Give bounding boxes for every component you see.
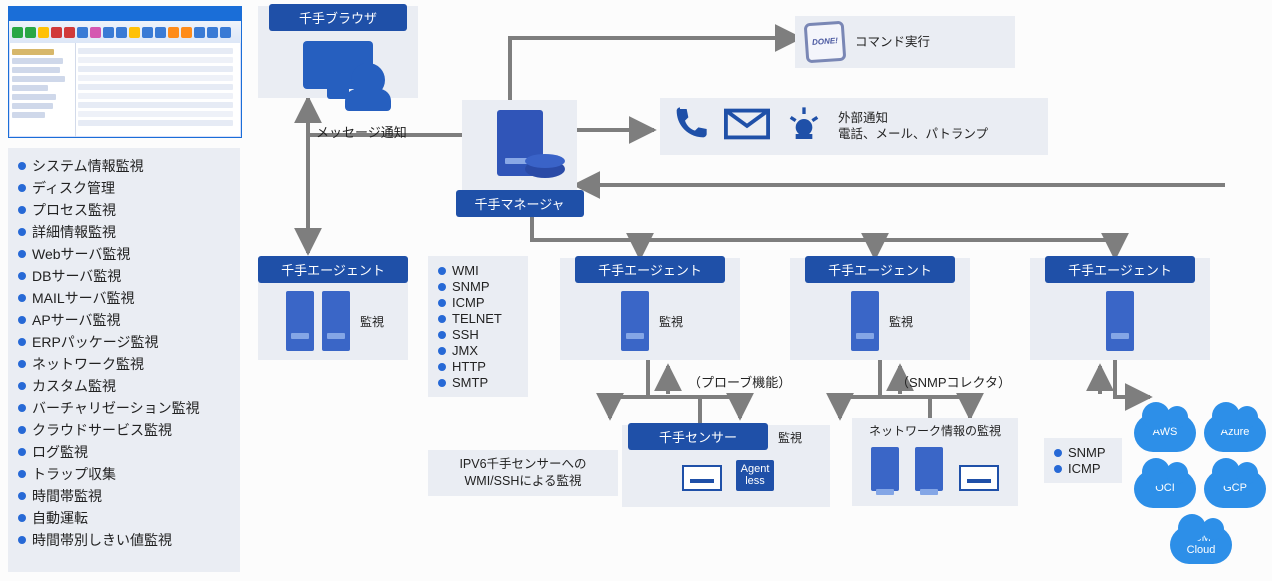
label-network-caption: ネットワーク情報の監視: [852, 418, 1018, 439]
server-icon: [871, 447, 899, 491]
node-agent-1: 千手エージェント 監視: [258, 258, 408, 360]
badge-agentless: Agent less: [736, 460, 775, 491]
note-ipv6: IPV6千手センサーへの WMI/SSHによる監視: [428, 450, 618, 496]
node-agent-3-title: 千手エージェント: [805, 256, 955, 283]
node-network: ネットワーク情報の監視: [852, 418, 1018, 506]
node-agent-2-title: 千手エージェント: [575, 256, 725, 283]
note-ext-notify: 外部通知 電話、メール、パトランプ: [660, 98, 1048, 155]
label-probe: （プローブ機能）: [688, 372, 791, 391]
device-icon: [682, 465, 722, 491]
list-item: ディスク管理: [18, 178, 234, 198]
node-agent-3: 千手エージェント 監視: [790, 258, 970, 360]
label-monitor: 監視: [659, 313, 683, 330]
label-snmp-collector: （SNMPコレクタ）: [896, 372, 1011, 391]
list-item: DBサーバ監視: [18, 266, 234, 286]
list-item: カスタム監視: [18, 376, 234, 396]
feature-list: システム情報監視ディスク管理プロセス監視詳細情報監視Webサーバ監視DBサーバ監…: [8, 148, 240, 558]
label-monitor: 監視: [360, 313, 384, 330]
node-agent-4: 千手エージェント: [1030, 258, 1210, 360]
node-agent-2: 千手エージェント 監視: [560, 258, 740, 360]
node-agent-4-title: 千手エージェント: [1045, 256, 1195, 283]
list-item: Webサーバ監視: [18, 244, 234, 264]
list-item: WMI: [438, 263, 522, 278]
protocol-list: WMISNMPICMPTELNETSSHJMXHTTPSMTP: [428, 256, 528, 397]
node-manager: 千手マネージャ: [462, 100, 577, 216]
list-item: 自動運転: [18, 508, 234, 528]
label-monitor: 監視: [778, 429, 802, 446]
browser-screenshot: [8, 6, 242, 138]
list-item: ICMP: [1054, 461, 1116, 476]
lamp-icon: [784, 104, 824, 149]
list-item: 時間帯監視: [18, 486, 234, 506]
server-icon: [915, 447, 943, 491]
cloud-azure: Azure: [1204, 414, 1266, 452]
list-item: システム情報監視: [18, 156, 234, 176]
phone-icon: [670, 104, 710, 149]
label-ext-notify-1: 外部通知: [838, 110, 988, 126]
list-item: SSH: [438, 327, 522, 342]
list-item: SMTP: [438, 375, 522, 390]
node-browser-title: 千手ブラウザ: [269, 4, 407, 31]
cloud-protocol-panel: SNMPICMP: [1044, 438, 1122, 483]
list-item: ERPパッケージ監視: [18, 332, 234, 352]
node-sensor: 千手センサー 監視 Agent less: [622, 425, 830, 507]
server-icon: [1106, 291, 1134, 351]
list-item: 時間帯別しきい値監視: [18, 530, 234, 550]
node-sensor-title: 千手センサー: [628, 423, 768, 450]
person-icon: [351, 63, 385, 97]
list-item: HTTP: [438, 359, 522, 374]
label-cmd-exec: コマンド実行: [855, 34, 930, 51]
list-item: SNMP: [1054, 445, 1116, 460]
cloud-protocol-list: SNMPICMP: [1044, 438, 1122, 483]
node-agent-1-title: 千手エージェント: [258, 256, 408, 283]
list-item: APサーバ監視: [18, 310, 234, 330]
screenshot-grid: [76, 43, 241, 138]
list-item: MAILサーバ監視: [18, 288, 234, 308]
node-manager-title: 千手マネージャ: [456, 190, 584, 217]
cloud-aws: AWS: [1134, 414, 1196, 452]
list-item: SNMP: [438, 279, 522, 294]
note-cmd-exec: DONE! コマンド実行: [795, 16, 1015, 68]
list-item: クラウドサービス監視: [18, 420, 234, 440]
server-icon: [621, 291, 649, 351]
list-item: ネットワーク監視: [18, 354, 234, 374]
label-ext-notify-2: 電話、メール、パトランプ: [838, 126, 988, 142]
list-item: TELNET: [438, 311, 522, 326]
list-item: JMX: [438, 343, 522, 358]
list-item: バーチャリゼーション監視: [18, 398, 234, 418]
label-msg-notify: メッセージ通知: [316, 122, 407, 141]
list-item: 詳細情報監視: [18, 222, 234, 242]
list-item: プロセス監視: [18, 200, 234, 220]
list-item: ICMP: [438, 295, 522, 310]
list-item: トラップ収集: [18, 464, 234, 484]
done-stamp-icon: DONE!: [804, 21, 847, 64]
protocol-panel: WMISNMPICMPTELNETSSHJMXHTTPSMTP: [428, 256, 528, 397]
cloud-oci: OCI: [1134, 470, 1196, 508]
server-icon: [851, 291, 879, 351]
disk-icon: [525, 160, 565, 178]
cloud-gcp: GCP: [1204, 470, 1266, 508]
label-monitor: 監視: [889, 313, 913, 330]
screenshot-toolbar: [9, 21, 241, 43]
list-item: ログ監視: [18, 442, 234, 462]
cloud-ibm: IBM Cloud: [1170, 526, 1232, 564]
mail-icon: [724, 107, 770, 146]
server-icon: [286, 291, 314, 351]
node-browser: 千手ブラウザ: [258, 6, 418, 98]
server-icon: [322, 291, 350, 351]
screenshot-tree: [9, 43, 76, 138]
device-icon: [959, 465, 999, 491]
feature-panel: システム情報監視ディスク管理プロセス監視詳細情報監視Webサーバ監視DBサーバ監…: [8, 148, 240, 572]
